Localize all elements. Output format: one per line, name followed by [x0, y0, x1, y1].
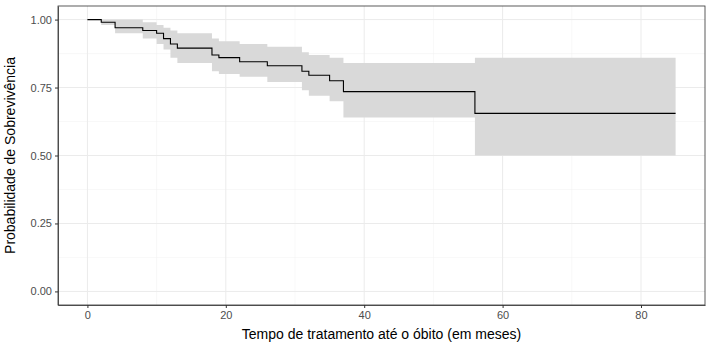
minor-grid-line	[58, 189, 705, 190]
x-tick: 0	[85, 305, 91, 321]
x-axis: 0 20 40 60 80	[59, 305, 706, 321]
minor-grid-line	[58, 53, 705, 54]
x-tick-mark	[503, 305, 504, 308]
grid-line	[58, 291, 705, 292]
x-tick-label: 20	[220, 309, 232, 321]
marks	[87, 20, 675, 156]
grid-line	[58, 19, 705, 20]
survival-line	[87, 20, 675, 114]
chart: 0 20 40 60 80 0.00 0.25 0.50 0.75 1.00 Tempo de tr…	[0, 0, 720, 348]
x-tick: 80	[635, 305, 647, 321]
y-axis: 0.00 0.25 0.50 0.75 1.00	[31, 7, 59, 306]
y-tick-mark	[55, 223, 58, 224]
x-tick: 40	[359, 305, 371, 321]
y-tick: 0.25	[31, 217, 58, 229]
x-tick-mark	[87, 305, 88, 308]
x-tick-label: 60	[497, 309, 509, 321]
panel-border	[58, 6, 705, 305]
x-tick: 20	[220, 305, 232, 321]
y-axis-line	[58, 7, 59, 306]
x-tick-label: 0	[85, 309, 91, 321]
plot: 0 20 40 60 80 0.00 0.25 0.50 0.75 1.00	[31, 6, 706, 321]
y-tick: 0.75	[31, 82, 58, 94]
y-tick-mark	[55, 156, 58, 157]
y-tick-label: 1.00	[31, 14, 52, 26]
minor-grid-line	[58, 257, 705, 258]
y-tick: 0.50	[31, 150, 58, 162]
x-tick-label: 80	[635, 309, 647, 321]
y-tick-label: 0.75	[31, 82, 52, 94]
x-tick: 60	[497, 305, 509, 321]
grid	[58, 6, 705, 305]
x-tick-label: 40	[359, 309, 371, 321]
confidence-band	[87, 20, 675, 156]
y-tick-mark	[55, 20, 58, 21]
y-tick-mark	[55, 88, 58, 89]
panel-background	[58, 6, 705, 305]
y-tick-label: 0.25	[31, 217, 52, 229]
y-axis-title: Probabilidade de Sobrevivência	[2, 57, 18, 254]
y-tick: 1.00	[31, 14, 58, 26]
y-tick: 0.00	[31, 285, 58, 297]
y-tick-label: 0.00	[31, 285, 52, 297]
grid-line	[58, 223, 705, 224]
y-tick-mark	[55, 291, 58, 292]
x-tick-mark	[641, 305, 642, 308]
y-tick-label: 0.50	[31, 150, 52, 162]
x-tick-mark	[364, 305, 365, 308]
x-axis-line	[59, 305, 706, 306]
x-tick-mark	[226, 305, 227, 308]
x-axis-title: Tempo de tratamento até o óbito (em mese…	[242, 326, 521, 342]
